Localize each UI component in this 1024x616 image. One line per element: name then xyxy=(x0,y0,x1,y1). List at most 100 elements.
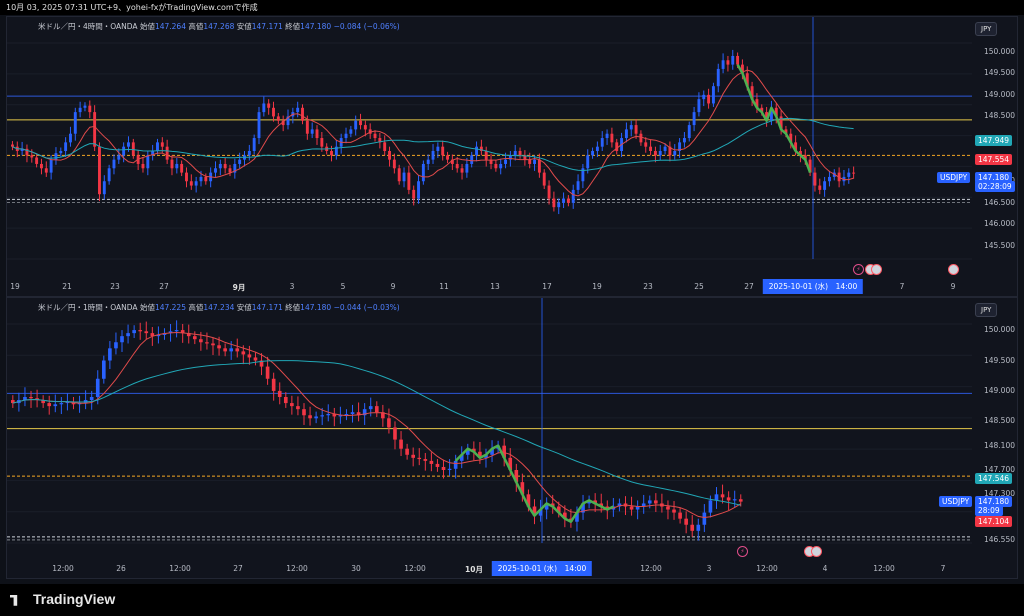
candle-body xyxy=(666,506,670,510)
candle-body xyxy=(296,107,300,113)
y-tick-label: 146.550 xyxy=(983,534,1015,544)
candle-body xyxy=(290,403,294,407)
candle-body xyxy=(478,451,482,458)
candle-body xyxy=(392,159,396,169)
candle-body xyxy=(368,406,373,410)
us-flag-event-icon-2[interactable] xyxy=(871,264,882,275)
candle-body xyxy=(518,151,522,156)
candle-body xyxy=(673,151,677,156)
candle-body xyxy=(262,103,266,113)
y-tick-label: 148.500 xyxy=(983,416,1015,426)
x-tick-label: 19 xyxy=(592,282,602,291)
candle-body xyxy=(750,86,754,100)
candle-body xyxy=(610,133,614,143)
y-tick-label: 146.500 xyxy=(983,197,1015,207)
x-axis-4h[interactable]: 19 21 23 27 9月 3 5 9 11 13 17 19 23 25 27 7 9 xyxy=(7,282,972,296)
candle-body xyxy=(131,142,135,156)
currency-button[interactable]: JPY xyxy=(975,22,998,36)
legend-close-label: 終値 xyxy=(285,303,301,312)
candle-body xyxy=(53,404,58,407)
currency-button[interactable]: JPY xyxy=(975,303,998,317)
lightning-event-icon[interactable]: ⚡ xyxy=(737,546,748,557)
us-flag-event-icon-3[interactable] xyxy=(948,264,959,275)
candle-body xyxy=(576,181,580,190)
candle-body xyxy=(397,168,401,182)
candle-body xyxy=(556,506,561,513)
candle-body xyxy=(257,112,261,139)
x-tick-label: 12:00 xyxy=(52,564,74,573)
candle-body xyxy=(431,151,435,160)
candlestick-chart-1h[interactable] xyxy=(7,298,972,578)
candle-body xyxy=(330,151,333,156)
y-tick-label: 150.000 xyxy=(983,46,1015,56)
candle-body xyxy=(726,497,731,501)
candle-body xyxy=(696,524,701,531)
x-axis-1h[interactable]: 12:00 26 12:00 27 12:00 30 12:00 10月 12:00 3 12:00… xyxy=(7,564,972,578)
candle-body xyxy=(320,415,325,417)
candle-body xyxy=(538,509,543,516)
candle-body xyxy=(629,506,634,510)
lightning-event-icon[interactable]: ⚡ xyxy=(853,264,864,275)
candle-body xyxy=(114,342,118,349)
candle-body xyxy=(350,412,355,415)
candle-body xyxy=(373,133,377,139)
candle-body xyxy=(40,163,43,169)
candle-body xyxy=(189,181,193,186)
candle-body xyxy=(156,334,161,337)
candle-body xyxy=(605,133,609,139)
y-tick-label: 149.500 xyxy=(983,355,1015,365)
chart-panel-4h[interactable]: 米ドル／円・4時間・OANDA 始値147.264 高値147.268 安値14… xyxy=(6,16,1018,297)
candle-body xyxy=(101,360,106,379)
y-tick-label: 146.000 xyxy=(983,219,1015,229)
candle-body xyxy=(144,331,149,334)
candle-body xyxy=(180,330,185,334)
candle-body xyxy=(460,168,464,173)
legend-high-label: 高値 xyxy=(188,303,204,312)
y-tick-label: 148.500 xyxy=(983,111,1015,121)
candle-body xyxy=(714,494,719,501)
plot-area-1h[interactable] xyxy=(7,298,972,578)
chart-panel-1h[interactable]: 米ドル／円・1時間・OANDA 始値147.225 高値147.234 安値14… xyxy=(6,297,1018,579)
candle-body xyxy=(644,142,648,147)
candle-body xyxy=(272,107,275,117)
candle-body xyxy=(315,129,319,139)
candle-body xyxy=(441,466,446,470)
candle-body xyxy=(378,138,382,143)
x-tick-label: 9月 xyxy=(232,283,246,292)
y-tick-label: 147.300 xyxy=(983,489,1015,499)
x-tick-label: 26 xyxy=(116,564,126,573)
tradingview-logo[interactable]: TradingView xyxy=(10,591,115,607)
y-axis-1h[interactable]: 150.000 149.500 149.000 148.500 148.100 147.7… xyxy=(972,298,1019,578)
x-tick-label: 19 xyxy=(10,282,20,291)
candle-body xyxy=(117,155,121,160)
us-flag-event-icon-2[interactable] xyxy=(811,546,822,557)
candle-body xyxy=(423,459,428,461)
candle-body xyxy=(47,403,52,407)
price-tag-ma_fast: 147.554 xyxy=(975,154,1013,165)
candle-body xyxy=(736,55,740,65)
candle-body xyxy=(235,348,240,352)
price-tag-symbol: USDJPY xyxy=(939,496,973,507)
candle-body xyxy=(112,159,116,169)
x-tick-label: 12:00 xyxy=(640,564,662,573)
candle-body xyxy=(450,159,454,164)
x-tick-label: 12:00 xyxy=(404,564,426,573)
candle-body xyxy=(252,138,256,151)
candle-body xyxy=(363,125,367,130)
candle-body xyxy=(344,133,348,139)
candlestick-chart-4h[interactable] xyxy=(7,17,972,296)
candle-body xyxy=(634,125,638,134)
candle-body xyxy=(107,168,111,182)
candle-body xyxy=(690,524,695,531)
candle-body xyxy=(238,159,242,164)
candle-body xyxy=(259,360,264,367)
candle-body xyxy=(407,172,411,190)
candle-body xyxy=(296,406,300,410)
candle-body xyxy=(302,409,306,416)
candle-body xyxy=(658,151,662,156)
candle-body xyxy=(186,333,191,337)
candle-body xyxy=(484,151,488,160)
candle-body xyxy=(563,512,567,519)
candle-body xyxy=(308,415,312,419)
plot-area-4h[interactable] xyxy=(7,17,972,296)
